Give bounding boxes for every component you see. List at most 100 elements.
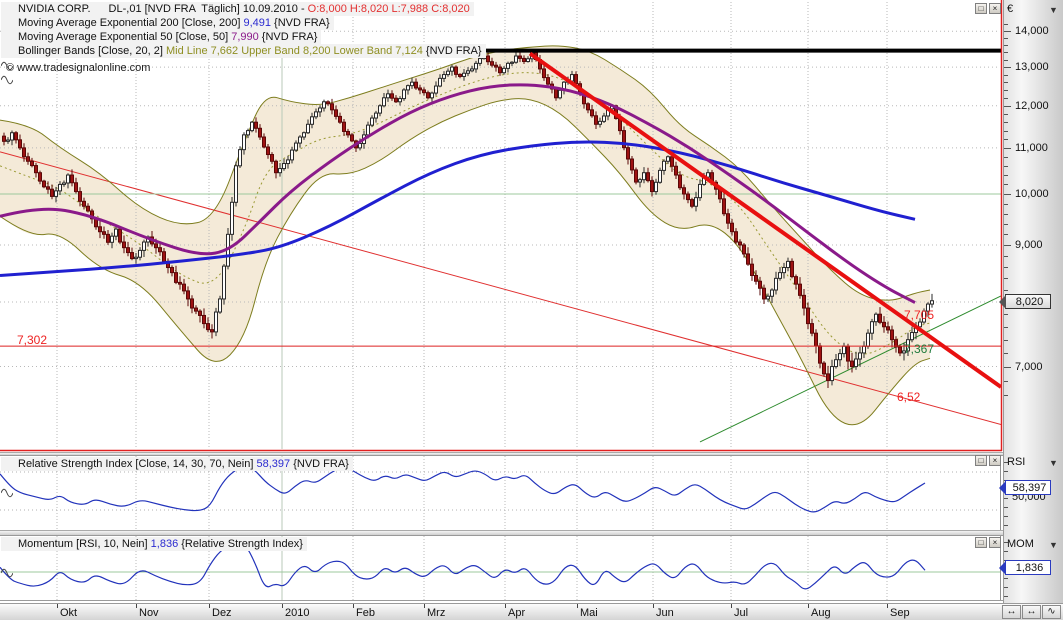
time-axis[interactable]: Okt Nov Dez 2010 Feb Mrz Apr Mai Jun Jul Aug Sep	[0, 603, 1063, 620]
price-tick	[1004, 234, 1008, 235]
time-tick-label: Aug	[811, 607, 831, 619]
rsi-label: Relative Strength Index [Close, 14, 30, …	[18, 458, 257, 470]
draw-curve-icon[interactable]: ∿	[1042, 605, 1061, 619]
instrument-header-row[interactable]: NVIDIA CORP. DL-,01 [NVD FRA Täglich] 10…	[1, 2, 474, 43]
rsi-header-row[interactable]: Relative Strength Index [Close, 14, 30, …	[1, 457, 353, 498]
momentum-value-tag: 1,836	[999, 560, 1051, 575]
rsi-scope: {NVD FRA}	[290, 458, 349, 470]
time-tick	[424, 604, 425, 608]
copyright-watermark: © www.tradesignalonline.com	[6, 62, 151, 74]
close-pane-button[interactable]: ×	[989, 455, 1001, 466]
axis-tick	[1004, 462, 1008, 463]
time-tick-label: Okt	[60, 607, 78, 619]
price-tick	[1004, 224, 1008, 225]
price-level-annotation: 7,705	[904, 308, 935, 322]
ema50-header-row[interactable]: Moving Average Exponential 50 [Close, 50…	[1, 30, 322, 71]
price-tick-label: 10,000	[1015, 188, 1049, 200]
price-tick	[1004, 267, 1008, 268]
price-tick	[1004, 278, 1008, 279]
main-pane-window-buttons: □ ×	[975, 3, 1001, 14]
indicator-wave-icon	[1, 45, 15, 85]
axis-tick	[1004, 516, 1008, 517]
bottom-right-toolbar: ↔ ↔ ∿	[1002, 605, 1061, 619]
bollinger-label: Bollinger Bands [Close, 20, 2]	[18, 45, 166, 57]
close-pane-button[interactable]: ×	[989, 537, 1001, 548]
price-tick	[1004, 290, 1008, 291]
pane-splitter[interactable]	[0, 530, 1063, 536]
time-tick-label: Mai	[580, 607, 598, 619]
price-tick	[1004, 52, 1008, 53]
price-tick	[1004, 98, 1008, 99]
price-tick	[1004, 38, 1008, 39]
indicator-wave-icon	[1, 538, 15, 578]
momentum-chart-canvas[interactable]	[0, 536, 1003, 601]
price-tick	[1004, 395, 1008, 396]
ema50-value: 7,990	[231, 31, 259, 43]
price-tick-label: 12,000	[1015, 99, 1049, 112]
price-tick	[1004, 367, 1011, 368]
time-tick	[887, 604, 888, 608]
bollinger-values: Mid Line 7,662 Upper Band 8,200 Lower Ba…	[165, 45, 423, 57]
maximize-pane-button[interactable]: □	[975, 455, 987, 466]
price-tick-label: 7,000	[1015, 360, 1043, 373]
price-tick	[1004, 139, 1008, 140]
time-tick	[653, 604, 654, 608]
price-tick-label: 13,000	[1015, 61, 1049, 74]
price-tick	[1004, 122, 1008, 123]
last-price-tag: 8,020	[999, 294, 1051, 309]
price-tick	[1004, 214, 1008, 215]
indicator-wave-icon	[1, 17, 15, 57]
ema200-header-row[interactable]: Moving Average Exponential 200 [Close, 2…	[1, 16, 334, 57]
axis-tick	[1004, 578, 1008, 579]
ema200-scope: {NVD FRA}	[270, 17, 330, 29]
time-tick-label: Jul	[734, 607, 749, 619]
pane-splitter[interactable]	[0, 452, 1063, 456]
time-tick-label: Feb	[356, 607, 375, 619]
time-tick	[505, 604, 506, 608]
indicator-wave-icon	[1, 31, 15, 71]
axis-tick	[1004, 587, 1008, 588]
price-axis[interactable]: 14,000 13,000 12,000 11,000 10,000 9,000 7,000	[1003, 0, 1063, 452]
price-tick	[1004, 327, 1008, 328]
bollinger-scope: {NVD FRA}	[422, 45, 482, 57]
momentum-header-row[interactable]: Momentum [RSI, 10, Nein] 1,836 {Relative…	[1, 537, 307, 578]
price-tick	[1004, 256, 1008, 257]
momentum-axis-dropdown-icon[interactable]: ▼	[1049, 540, 1058, 550]
momentum-axis-label: MOM	[1007, 538, 1034, 550]
price-tick	[1004, 184, 1008, 185]
price-axis-currency: €	[1007, 3, 1014, 15]
price-tick	[1004, 75, 1008, 76]
close-pane-button[interactable]: ×	[989, 3, 1001, 14]
maximize-pane-button[interactable]: □	[975, 537, 987, 548]
price-tick	[1004, 114, 1008, 115]
price-tick	[1004, 82, 1008, 83]
ema50-scope: {NVD FRA}	[258, 31, 318, 43]
price-axis-dropdown-icon[interactable]: ▼	[1049, 5, 1058, 15]
rsi-pane-window-buttons: □ ×	[975, 455, 1001, 466]
price-tick	[1004, 166, 1008, 167]
price-tick	[1004, 106, 1011, 107]
bollinger-header-row[interactable]: Bollinger Bands [Close, 20, 2] Mid Line …	[1, 44, 486, 85]
price-level-annotation: 7,367	[904, 342, 935, 356]
time-tick	[808, 604, 809, 608]
momentum-pane-window-buttons: □ ×	[975, 537, 1001, 548]
price-level-annotation: 7,302	[17, 333, 48, 347]
price-tick-label: 14,000	[1015, 25, 1049, 38]
axis-tick	[1004, 507, 1008, 508]
time-tick-label: 2010	[285, 607, 310, 619]
pan-horizontal-icon[interactable]: ↔	[1022, 605, 1041, 619]
time-tick	[57, 604, 58, 608]
price-tick	[1004, 204, 1008, 205]
zoom-horizontal-icon[interactable]: ↔	[1002, 605, 1021, 619]
rsi-axis-dropdown-icon[interactable]: ▼	[1049, 458, 1058, 468]
ema50-label: Moving Average Exponential 50 [Close, 50…	[18, 31, 232, 43]
price-tick	[1004, 194, 1011, 195]
price-tick-label: 11,000	[1015, 141, 1048, 154]
maximize-pane-button[interactable]: □	[975, 3, 987, 14]
price-tick-label: 9,000	[1015, 238, 1043, 251]
ema200-value: 9,491	[243, 17, 271, 29]
price-tick	[1004, 148, 1011, 149]
ema200-label: Moving Average Exponential 200 [Close, 2…	[18, 17, 244, 29]
price-tick	[1004, 131, 1008, 132]
